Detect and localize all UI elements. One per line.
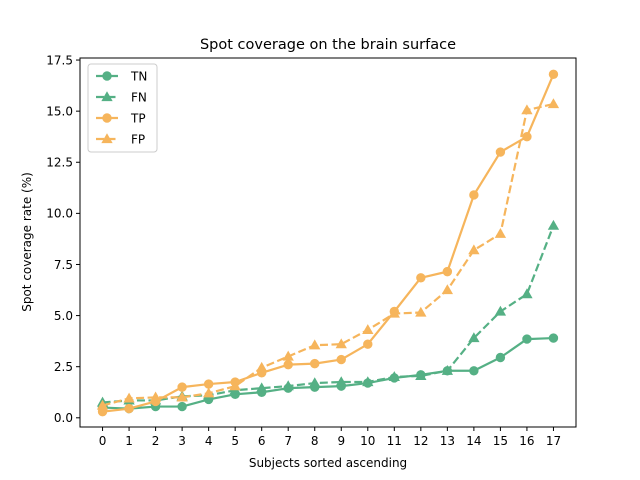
data-point-tp: [283, 359, 293, 370]
data-point-fp: [362, 324, 374, 334]
data-point-fp: [96, 399, 109, 410]
data-point-tp: [124, 403, 134, 414]
data-point-fp: [415, 306, 427, 317]
series-line-fp: [102, 102, 554, 407]
data-point-fp: [494, 228, 507, 238]
data-point-fn: [256, 382, 268, 393]
data-point-fp: [229, 380, 241, 391]
x-tick-label: 2: [152, 434, 160, 448]
data-point-fp: [441, 284, 454, 295]
data-point-fn: [521, 288, 533, 299]
y-tick-label: 15.0: [46, 104, 73, 118]
x-tick-label: 16: [519, 434, 534, 448]
legend-label-fp: FP: [131, 132, 145, 146]
x-tick-label: 4: [205, 434, 213, 448]
y-tick-label: 0.0: [54, 411, 73, 425]
data-point-fp: [388, 307, 400, 318]
data-point-tp: [310, 358, 320, 369]
data-point-fp: [335, 338, 347, 349]
data-point-tn: [548, 333, 559, 343]
data-point-fn: [388, 371, 400, 382]
series-tp: [97, 69, 559, 417]
data-point-fn: [335, 376, 347, 387]
y-tick-label: 2.5: [54, 360, 73, 374]
series-fp: [96, 98, 560, 410]
x-tick-label: 14: [466, 434, 481, 448]
data-point-fn: [282, 380, 294, 391]
y-tick-label: 5.0: [54, 309, 73, 323]
data-point-fp: [468, 244, 480, 255]
legend-marker-tp: [102, 113, 112, 123]
data-point-fn: [415, 370, 427, 380]
legend-marker-fn: [101, 91, 113, 102]
data-point-fp: [176, 391, 188, 402]
x-tick-label: 15: [493, 434, 508, 448]
x-tick-label: 3: [178, 434, 186, 448]
legend-box: [87, 63, 158, 153]
data-point-tp: [177, 382, 187, 392]
data-point-fn: [468, 332, 480, 343]
data-point-fp: [123, 392, 135, 403]
data-point-fp: [282, 350, 294, 361]
x-tick-label: 9: [337, 434, 345, 448]
legend-label-fn: FN: [131, 90, 147, 104]
data-point-tn: [469, 366, 479, 376]
legend-label-tp: TP: [130, 111, 146, 125]
y-tick-label: 17.5: [46, 53, 73, 67]
data-point-fn: [547, 219, 560, 230]
data-point-tp: [442, 266, 453, 277]
legend: TN FN TP FP: [87, 63, 158, 153]
series-line-fn: [102, 225, 555, 404]
x-tick-label: 12: [413, 434, 428, 448]
data-point-fp: [521, 104, 533, 115]
legend-marker-tn: [102, 71, 112, 81]
data-point-tp: [522, 132, 532, 142]
data-point-fn: [441, 364, 454, 375]
data-point-fn: [362, 376, 374, 387]
data-point-tp: [416, 273, 426, 283]
legend-marker-fp: [101, 133, 113, 144]
series-line-tp: [102, 73, 555, 413]
plot-frame: [79, 57, 577, 428]
x-tick-label: 13: [440, 434, 455, 448]
x-axis-title: Subjects sorted ascending: [249, 456, 407, 470]
x-tick-label: 1: [125, 434, 133, 448]
y-tick-label: 10.0: [46, 207, 73, 221]
data-point-fn: [309, 377, 321, 388]
x-tick-label: 6: [258, 434, 266, 448]
data-point-fp: [547, 98, 560, 109]
data-point-tp: [203, 379, 214, 389]
series-line-tn: [102, 336, 554, 410]
x-tick-label: 7: [284, 434, 292, 448]
data-point-fp: [256, 361, 268, 372]
data-point-tp: [336, 354, 346, 365]
data-point-tp: [495, 147, 506, 157]
legend-label-tn: TN: [130, 69, 147, 83]
data-point-tn: [495, 352, 506, 363]
x-tick-label: 17: [546, 434, 561, 448]
y-axis-title: Spot coverage rate (%): [20, 172, 34, 312]
data-point-tn: [522, 334, 532, 344]
data-point-fp: [202, 387, 215, 398]
chart-title: Spot coverage on the brain surface: [200, 37, 456, 53]
data-point-fn: [494, 305, 507, 316]
data-point-fp: [309, 339, 321, 350]
data-point-tp: [469, 190, 479, 200]
plot-area: 0 1 2 3 4 5 6 7 8 9 10 11 12 13 14 15 16 170.02.55.07.510…: [46, 53, 577, 448]
data-point-tn: [177, 401, 187, 412]
x-tick-label: 11: [387, 434, 402, 448]
y-tick-label: 7.5: [54, 258, 73, 272]
data-point-tp: [363, 339, 373, 349]
series-fn: [96, 219, 560, 407]
x-tick-label: 0: [99, 434, 107, 448]
data-point-fp: [149, 391, 162, 402]
data-point-tp: [548, 69, 559, 80]
x-tick-label: 8: [311, 434, 319, 448]
y-tick-label: 12.5: [46, 156, 73, 170]
x-tick-label: 5: [231, 434, 239, 448]
x-tick-label: 10: [360, 434, 375, 448]
